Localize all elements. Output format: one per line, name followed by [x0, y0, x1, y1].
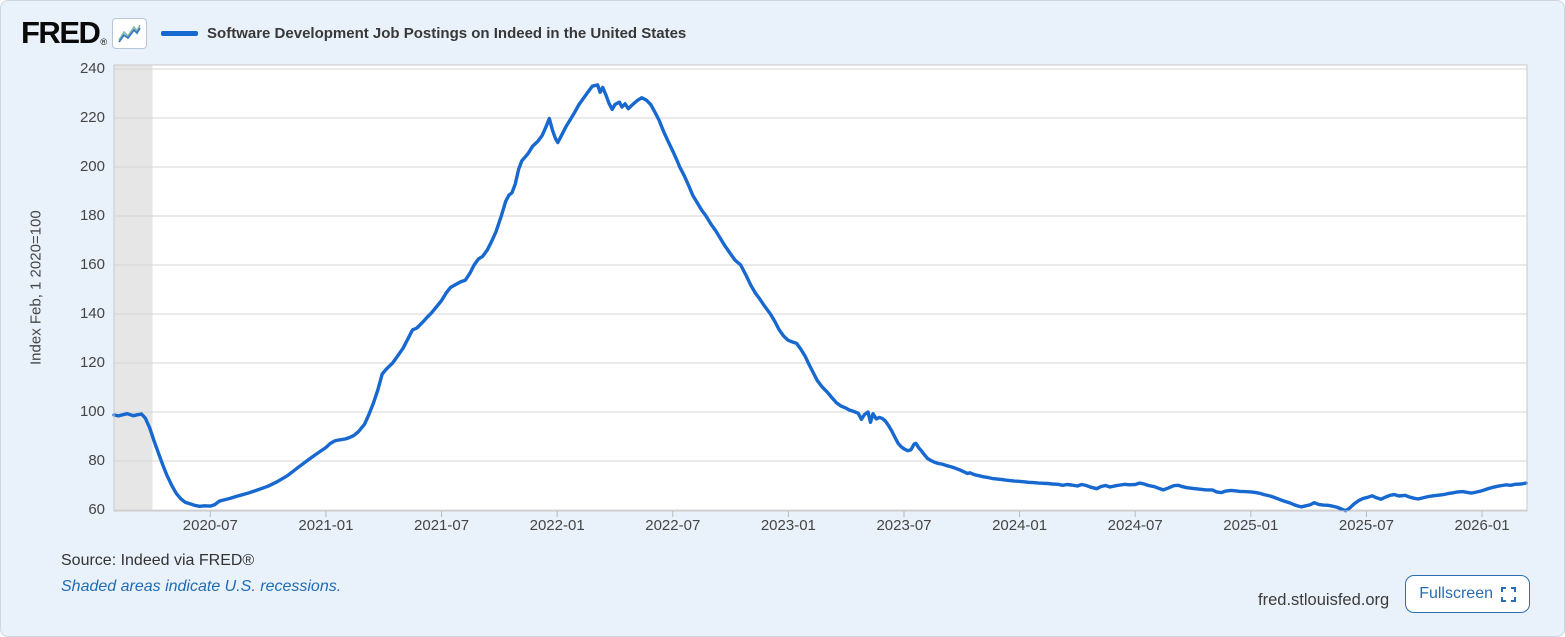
fullscreen-icon [1501, 586, 1516, 602]
plot-border [113, 64, 1528, 512]
y-tick-label: 220 [79, 109, 105, 126]
fullscreen-button-label: Fullscreen [1419, 585, 1493, 602]
y-tick-label: 120 [79, 354, 105, 371]
x-tick-label: 2021-01 [298, 517, 354, 534]
recession-band [114, 65, 153, 511]
x-tick-label: 2024-01 [992, 517, 1048, 534]
x-tick-label: 2022-07 [645, 517, 701, 534]
y-tick-label: 240 [79, 60, 105, 77]
x-tick-label: 2020-07 [182, 517, 238, 534]
legend-line-swatch [161, 30, 199, 36]
recessions-note-link[interactable]: Shaded areas indicate U.S. recessions. [61, 578, 342, 595]
fred-site-link[interactable]: fred.stlouisfed.org [1258, 590, 1390, 609]
plot-background [114, 65, 1527, 511]
x-tick-label: 2026-01 [1454, 517, 1510, 534]
y-tick-label: 100 [79, 403, 105, 420]
series-line [112, 83, 1529, 513]
x-tick-label: 2025-07 [1338, 517, 1394, 534]
source-note: Source: Indeed via FRED® [61, 552, 255, 569]
fred-sparkline-icon [112, 17, 148, 49]
x-tick-label: 2023-01 [760, 517, 816, 534]
fred-logo-text: FRED [21, 15, 101, 50]
fred-logo-registered-mark: ® [100, 37, 108, 47]
chart-footer-notes: Source: Indeed via FRED® Shaded areas in… [61, 548, 341, 600]
x-tick-label: 2021-07 [414, 517, 470, 534]
y-tick-label: 60 [88, 501, 105, 518]
x-tick-label: 2024-07 [1107, 517, 1163, 534]
chart-footer-actions: fred.stlouisfed.org Fullscreen [1258, 575, 1530, 613]
fred-logo-link[interactable]: FRED ® [21, 15, 108, 50]
chart-header: FRED ® Software Development Job Postings… [21, 15, 686, 51]
x-tick-label: 2023-07 [876, 517, 932, 534]
x-tick-label: 2025-01 [1223, 517, 1279, 534]
x-tick-label: 2022-01 [529, 517, 585, 534]
y-tick-label: 140 [79, 305, 105, 322]
y-tick-label: 80 [88, 452, 105, 469]
fullscreen-button[interactable]: Fullscreen [1405, 575, 1530, 613]
y-tick-label: 160 [79, 256, 105, 273]
y-tick-label: 180 [79, 207, 105, 224]
chart-title: Software Development Job Postings on Ind… [207, 24, 687, 42]
y-tick-label: 200 [79, 158, 105, 175]
